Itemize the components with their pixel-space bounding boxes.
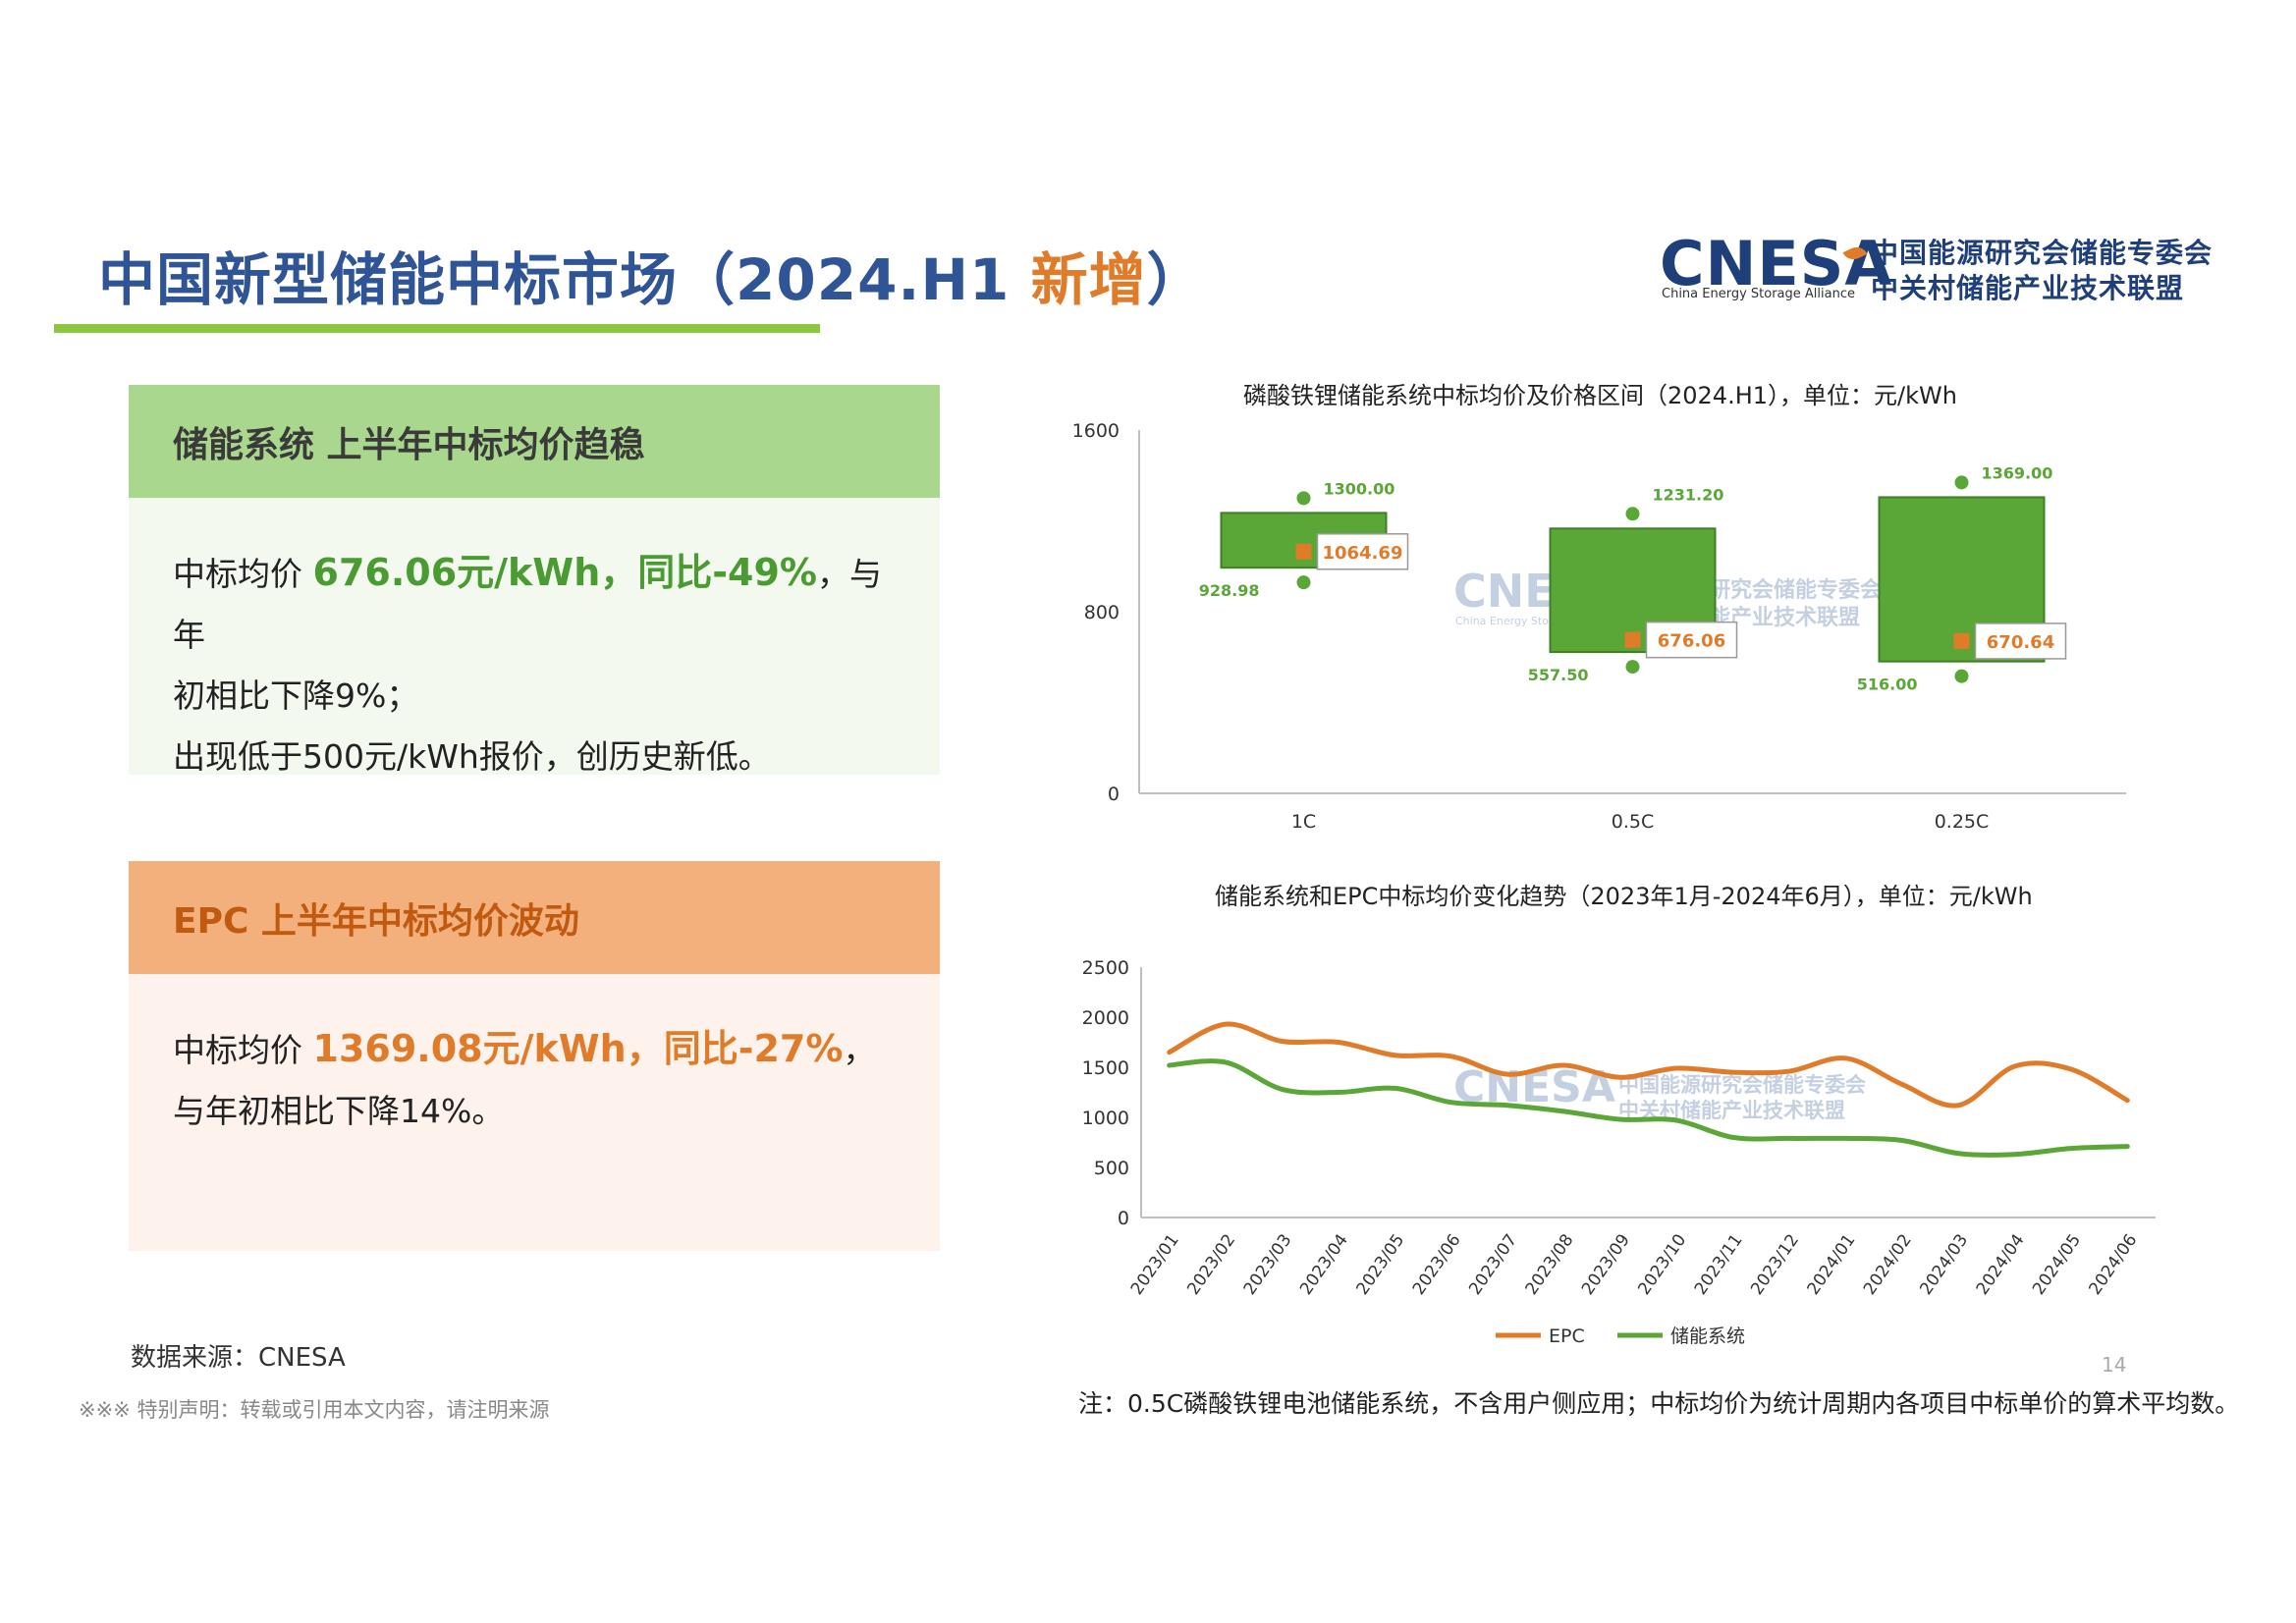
page-title: 中国新型储能中标市场（2024.H1 新增）	[98, 234, 1205, 316]
epc-panel-heading: EPC 上半年中标均价波动	[129, 861, 940, 974]
line-x-tick-label: 2024/05	[2029, 1230, 2085, 1298]
storage-panel-heading: 储能系统 上半年中标均价趋稳	[129, 385, 940, 498]
storage-line3: 出现低于500元/kWh报价，创历史新低。	[173, 737, 771, 776]
box-mean-marker	[1953, 632, 1970, 649]
box-max-label: 1231.20	[1653, 485, 1724, 504]
line-y-tick-label: 0	[1118, 1208, 1129, 1229]
epc-panel-body: 中标均价 1369.08元/kWh，同比-27%， 与年初相比下降14%。	[129, 974, 940, 1251]
box-x-tick-label: 1C	[1291, 811, 1316, 833]
logo-brand: CNESA	[1660, 228, 1893, 299]
box-mean-marker	[1295, 543, 1312, 560]
line-series-storage	[1167, 1058, 2130, 1158]
box-max-point	[1296, 491, 1311, 506]
box-min-point	[1954, 669, 1969, 683]
box-mean-label: 670.64	[1987, 632, 2054, 653]
chart-note: 注：0.5C磷酸铁锂电池储能系统，不含用户侧应用；中标均价为统计周期内各项目中标…	[1078, 1389, 2240, 1418]
box-x-tick-label: 0.25C	[1935, 811, 1990, 833]
page-title-end: ）	[1146, 246, 1205, 313]
line-x-tick-label: 2023/07	[1465, 1230, 1521, 1298]
storage-line2: 初相比下降9%；	[173, 676, 419, 715]
box-max-point	[1625, 507, 1640, 521]
logo-cn-line2: 中关村储能产业技术联盟	[1871, 272, 2185, 304]
cnesa-logo: CNESA China Energy Storage Alliance 中国能源…	[1660, 228, 2239, 306]
legend-epc-label: EPC	[1549, 1325, 1585, 1347]
line-x-tick-label: 2023/01	[1127, 1230, 1183, 1298]
line-x-tick-label: 2023/09	[1578, 1230, 1634, 1298]
line-x-tick-label: 2024/02	[1860, 1230, 1916, 1298]
title-underline	[54, 324, 820, 333]
line-x-tick-label: 2023/03	[1240, 1230, 1296, 1298]
line-x-tick-label: 2023/12	[1747, 1230, 1803, 1298]
line-x-tick-label: 2024/04	[1973, 1230, 2029, 1298]
line-x-tick-label: 2023/11	[1691, 1230, 1747, 1298]
data-source: 数据来源：CNESA	[131, 1343, 346, 1373]
box-max-point	[1954, 475, 1969, 490]
line-series-epc	[1167, 1021, 2130, 1109]
line-y-tick-label: 1500	[1082, 1057, 1129, 1079]
box-chart-title: 磷酸铁锂储能系统中标均价及价格区间（2024.H1），单位：元/kWh	[1243, 382, 1957, 409]
box-mean-label-frame	[1316, 533, 1409, 570]
disclaimer: ※※※ 特别声明：转载或引用本文内容，请注明来源	[79, 1398, 550, 1422]
box-mean-label: 1064.69	[1323, 543, 1403, 564]
box-max-label: 1369.00	[1982, 463, 2053, 482]
line-x-tick-label: 2023/10	[1634, 1230, 1690, 1298]
line-y-tick-label: 2500	[1082, 957, 1129, 979]
line-y-tick-label: 2000	[1082, 1007, 1129, 1029]
storage-panel-body: 中标均价 676.06元/kWh，同比-49%，与年 初相比下降9%； 出现低于…	[129, 498, 940, 776]
box-min-point	[1296, 575, 1311, 590]
box-mean-label-frame	[1974, 622, 2067, 660]
storage-line1-highlight: 676.06元/kWh，同比-49%	[312, 551, 817, 594]
line-y-tick-label: 500	[1094, 1158, 1129, 1179]
box-mean-marker	[1624, 631, 1641, 648]
line-x-tick-label: 2024/06	[2086, 1230, 2142, 1298]
storage-line1-prefix: 中标均价	[173, 555, 313, 593]
page-title-main: 中国新型储能中标市场（2024.H1	[98, 246, 1031, 313]
line-x-tick-label: 2023/06	[1409, 1230, 1465, 1298]
logo-cn-line1: 中国能源研究会储能专委会	[1871, 237, 2214, 269]
storage-panel: 储能系统 上半年中标均价趋稳 中标均价 676.06元/kWh，同比-49%，与…	[129, 385, 940, 776]
line-x-tick-label: 2023/02	[1183, 1230, 1239, 1298]
line-y-tick-label: 1000	[1082, 1108, 1129, 1129]
logo-brand-sub: China Energy Storage Alliance	[1662, 287, 1855, 301]
box-y-tick-label: 0	[1108, 784, 1120, 805]
box-min-label: 557.50	[1528, 666, 1589, 684]
epc-line1-suffix: ，	[843, 1031, 876, 1069]
line-x-tick-label: 2023/08	[1522, 1230, 1578, 1298]
epc-line2: 与年初相比下降14%。	[173, 1092, 505, 1130]
epc-line1-prefix: 中标均价	[173, 1031, 313, 1069]
line-x-tick-label: 2024/03	[1916, 1230, 1972, 1298]
line-x-tick-label: 2023/05	[1352, 1230, 1408, 1298]
line-watermark-cn1: 中国能源研究会储能专委会	[1618, 1073, 1866, 1097]
box-y-tick-label: 1600	[1072, 420, 1120, 442]
storage-line1-suffix: ，与年	[173, 555, 882, 654]
line-x-tick-label: 2024/01	[1804, 1230, 1860, 1298]
box-min-point	[1625, 660, 1640, 675]
epc-panel: EPC 上半年中标均价波动 中标均价 1369.08元/kWh，同比-27%， …	[129, 861, 940, 1251]
box-y-tick-label: 800	[1084, 602, 1120, 623]
line-chart-title: 储能系统和EPC中标均价变化趋势（2023年1月-2024年6月），单位：元/k…	[1215, 883, 2033, 910]
box-mean-label-frame	[1645, 621, 1738, 659]
box-mean-label: 676.06	[1658, 631, 1725, 652]
box-max-label: 1300.00	[1324, 479, 1395, 498]
page-number: 14	[2102, 1353, 2127, 1377]
legend-storage-label: 储能系统	[1670, 1325, 1745, 1347]
page-title-highlight: 新增	[1030, 246, 1147, 313]
epc-line1-highlight: 1369.08元/kWh，同比-27%	[312, 1027, 844, 1070]
line-x-tick-label: 2023/04	[1296, 1230, 1352, 1298]
box-min-label: 928.98	[1199, 581, 1260, 600]
box-min-label: 516.00	[1857, 676, 1918, 694]
box-x-tick-label: 0.5C	[1612, 811, 1654, 833]
